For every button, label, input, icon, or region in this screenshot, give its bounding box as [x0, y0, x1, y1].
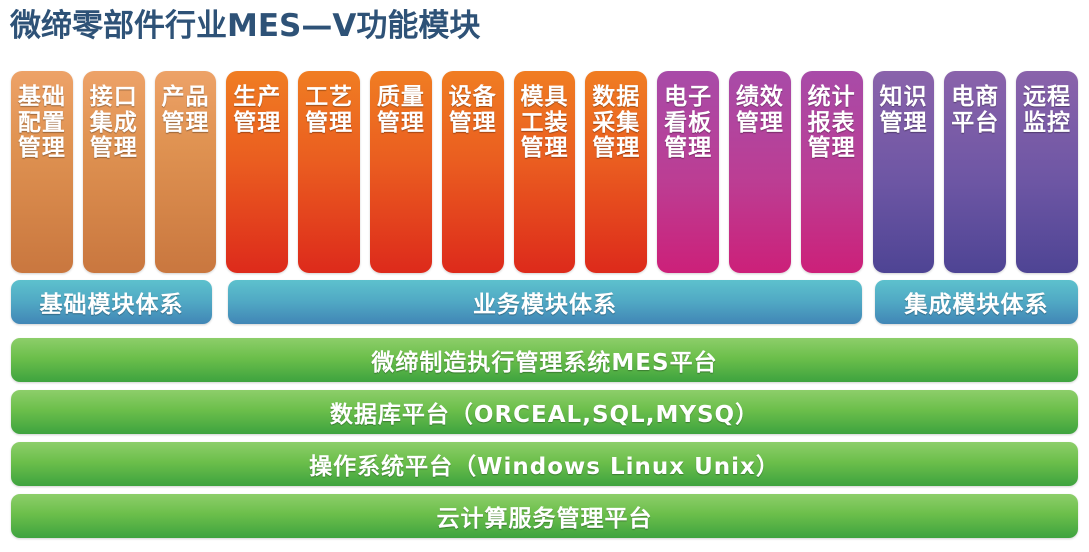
module-column[interactable]: 设备管理 [441, 71, 504, 273]
module-column[interactable]: 接口集成管理 [82, 71, 145, 273]
module-column-label: 绩效管理 [735, 84, 784, 136]
platform-bar-3: 操作系统平台（Windows Linux Unix） [11, 442, 1078, 486]
module-column-label: 工艺管理 [305, 84, 354, 136]
module-system-bar[interactable]: 集成模块体系 [875, 280, 1078, 324]
module-column-label: 模具工装管理 [520, 84, 569, 161]
module-column-label: 质量管理 [376, 84, 425, 136]
module-column[interactable]: 统计报表管理 [800, 71, 863, 273]
module-column[interactable]: 数据采集管理 [585, 71, 648, 273]
platform-bar-2: 数据库平台（ORCEAL,SQL,MYSQ） [11, 390, 1078, 434]
module-column[interactable]: 绩效管理 [728, 71, 791, 273]
module-column[interactable]: 质量管理 [369, 71, 432, 273]
module-column-label: 设备管理 [448, 84, 497, 136]
module-column-label: 生产管理 [233, 84, 282, 136]
page-title: 微缔零部件行业MES—V功能模块 [10, 8, 481, 44]
module-column[interactable]: 远程监控 [1016, 71, 1078, 273]
module-column[interactable]: 知识管理 [872, 71, 935, 273]
platform-bar-1: 微缔制造执行管理系统MES平台 [11, 338, 1078, 382]
module-column[interactable]: 产品管理 [154, 71, 217, 273]
module-system-bars-row: 基础模块体系 业务模块体系 集成模块体系 [11, 280, 1078, 324]
module-column-label: 知识管理 [879, 84, 928, 136]
module-column-label: 统计报表管理 [807, 84, 856, 161]
module-column-label: 远程监控 [1023, 84, 1072, 136]
module-column-label: 接口集成管理 [89, 84, 138, 161]
module-column[interactable]: 模具工装管理 [513, 71, 576, 273]
module-columns-row: 基础配置管理 接口集成管理 产品管理 生产管理 工艺管理 质量管理 设备管理 模具工装管理 数据… [11, 71, 1078, 273]
module-column[interactable]: 生产管理 [226, 71, 289, 273]
module-column[interactable]: 基础配置管理 [11, 71, 73, 273]
module-column-label: 基础配置管理 [17, 84, 66, 161]
platform-bar-4: 云计算服务管理平台 [11, 494, 1078, 538]
module-column-label: 电商平台 [951, 84, 1000, 136]
module-column-label: 电子看板管理 [664, 84, 713, 161]
module-system-bar[interactable]: 业务模块体系 [228, 280, 862, 324]
module-system-bar[interactable]: 基础模块体系 [11, 280, 212, 324]
module-column-label: 产品管理 [161, 84, 210, 136]
module-column[interactable]: 电商平台 [944, 71, 1007, 273]
module-column[interactable]: 电子看板管理 [657, 71, 719, 273]
module-column[interactable]: 工艺管理 [298, 71, 360, 273]
module-column-label: 数据采集管理 [592, 84, 641, 161]
